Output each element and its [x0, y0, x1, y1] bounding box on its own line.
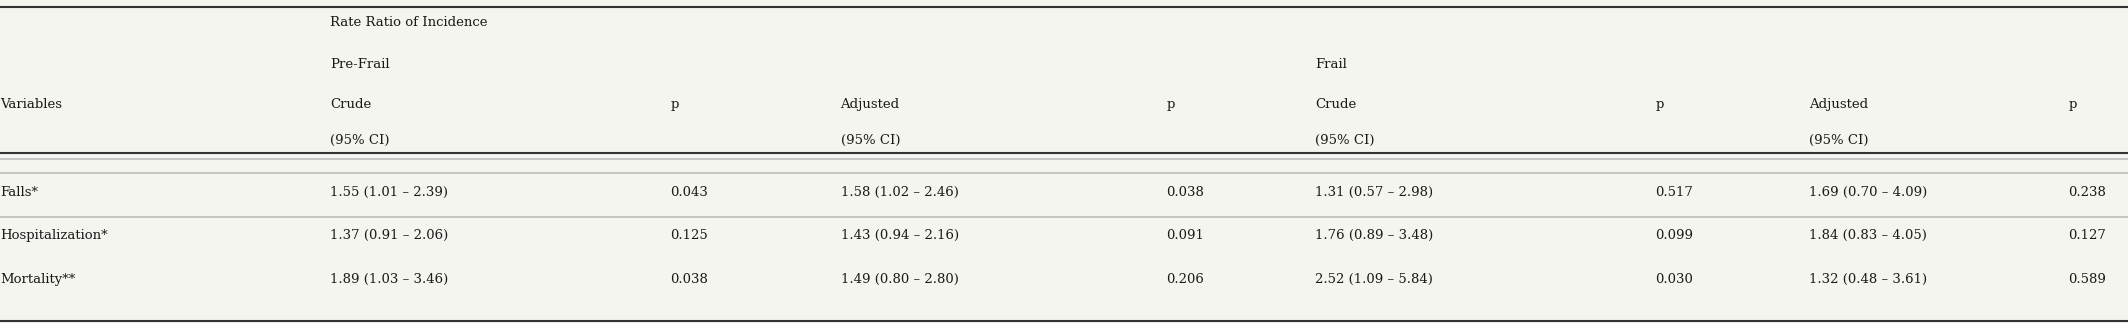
Text: 0.030: 0.030 — [1656, 273, 1694, 286]
Text: p: p — [670, 99, 679, 111]
Text: 1.84 (0.83 – 4.05): 1.84 (0.83 – 4.05) — [1809, 229, 1926, 242]
Text: 1.76 (0.89 – 3.48): 1.76 (0.89 – 3.48) — [1315, 229, 1434, 242]
Text: (95% CI): (95% CI) — [1315, 134, 1375, 147]
Text: Hospitalization*: Hospitalization* — [0, 229, 109, 242]
Text: 0.238: 0.238 — [2068, 186, 2107, 199]
Text: 1.31 (0.57 – 2.98): 1.31 (0.57 – 2.98) — [1315, 186, 1434, 199]
Text: Crude: Crude — [1315, 99, 1356, 111]
Text: 1.89 (1.03 – 3.46): 1.89 (1.03 – 3.46) — [330, 273, 449, 286]
Text: Falls*: Falls* — [0, 186, 38, 199]
Text: (95% CI): (95% CI) — [1809, 134, 1868, 147]
Text: 0.125: 0.125 — [670, 229, 709, 242]
Text: 0.206: 0.206 — [1166, 273, 1204, 286]
Text: p: p — [2068, 99, 2077, 111]
Text: (95% CI): (95% CI) — [841, 134, 900, 147]
Text: 0.099: 0.099 — [1656, 229, 1694, 242]
Text: 1.32 (0.48 – 3.61): 1.32 (0.48 – 3.61) — [1809, 273, 1928, 286]
Text: 0.043: 0.043 — [670, 186, 709, 199]
Text: 0.517: 0.517 — [1656, 186, 1694, 199]
Text: (95% CI): (95% CI) — [330, 134, 389, 147]
Text: 1.49 (0.80 – 2.80): 1.49 (0.80 – 2.80) — [841, 273, 958, 286]
Text: 0.091: 0.091 — [1166, 229, 1204, 242]
Text: 2.52 (1.09 – 5.84): 2.52 (1.09 – 5.84) — [1315, 273, 1432, 286]
Text: 1.55 (1.01 – 2.39): 1.55 (1.01 – 2.39) — [330, 186, 447, 199]
Text: 1.37 (0.91 – 2.06): 1.37 (0.91 – 2.06) — [330, 229, 449, 242]
Text: 1.69 (0.70 – 4.09): 1.69 (0.70 – 4.09) — [1809, 186, 1928, 199]
Text: 1.43 (0.94 – 2.16): 1.43 (0.94 – 2.16) — [841, 229, 960, 242]
Text: 1.58 (1.02 – 2.46): 1.58 (1.02 – 2.46) — [841, 186, 958, 199]
Text: Pre-Frail: Pre-Frail — [330, 58, 389, 71]
Text: Rate Ratio of Incidence: Rate Ratio of Incidence — [330, 16, 487, 29]
Text: p: p — [1656, 99, 1664, 111]
Text: Adjusted: Adjusted — [841, 99, 900, 111]
Text: Frail: Frail — [1315, 58, 1347, 71]
Text: Adjusted: Adjusted — [1809, 99, 1868, 111]
Text: Variables: Variables — [0, 99, 62, 111]
Text: Mortality**: Mortality** — [0, 273, 74, 286]
Text: p: p — [1166, 99, 1175, 111]
Text: Crude: Crude — [330, 99, 370, 111]
Text: 0.038: 0.038 — [1166, 186, 1204, 199]
Text: 0.589: 0.589 — [2068, 273, 2107, 286]
Text: 0.038: 0.038 — [670, 273, 709, 286]
Text: 0.127: 0.127 — [2068, 229, 2107, 242]
